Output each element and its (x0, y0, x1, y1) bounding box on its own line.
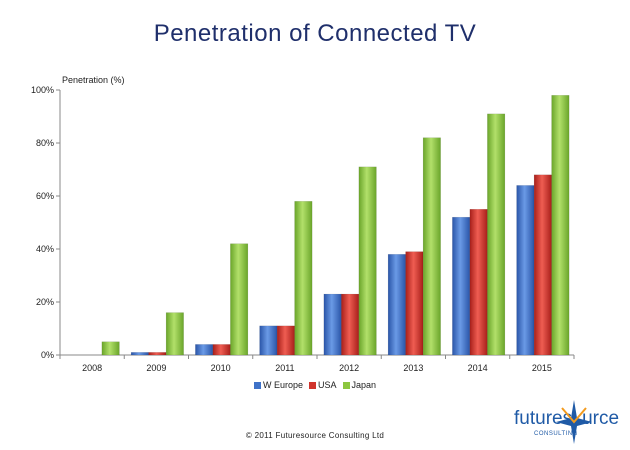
legend: W Europe USA Japan (0, 380, 630, 390)
bar-japan-2009 (165, 312, 184, 356)
bar-japan-2013 (422, 137, 441, 356)
bars (101, 95, 570, 356)
bar-japan-2015 (551, 95, 570, 356)
bar-usa-2009 (148, 352, 167, 356)
x-tick-label: 2010 (211, 363, 231, 373)
legend-label: Japan (351, 380, 377, 390)
bar-usa-2012 (341, 293, 360, 356)
x-tick-label: 2009 (146, 363, 166, 373)
legend-swatch (342, 381, 350, 389)
bar-w-europe-2014 (452, 216, 471, 356)
x-tick-label: 2012 (339, 363, 359, 373)
x-tick-label: 2014 (468, 363, 488, 373)
futuresource-logo: futures urce CONSULTING (514, 400, 624, 444)
logo-subtitle: CONSULTING (534, 431, 578, 437)
y-tick-label: 100% (31, 85, 54, 95)
chart-title: Penetration of Connected TV (153, 20, 477, 47)
legend-label: USA (317, 380, 337, 390)
copyright-text: © 2011 Futuresource Consulting Ltd (245, 431, 385, 440)
bar-usa-2013 (405, 251, 424, 356)
legend-label: W Europe (262, 380, 303, 390)
bar-japan-2014 (487, 113, 506, 356)
legend-item: USA (308, 380, 337, 390)
legend-item: Japan (342, 380, 377, 390)
x-tick-label: 2011 (275, 363, 294, 373)
y-tick-label: 80% (36, 138, 54, 148)
legend-swatch (253, 381, 261, 389)
bar-japan-2011 (294, 201, 313, 356)
bar-w-europe-2011 (259, 325, 278, 356)
x-tick-label: 2013 (403, 363, 423, 373)
star-icon (556, 400, 592, 444)
x-ticks: 2008 2009 2010 2011 2012 2013 2014 2015 (59, 355, 575, 373)
bar-w-europe-2015 (516, 185, 535, 356)
bar-japan-2008 (101, 341, 120, 356)
logo-wordmark: futures urce (514, 408, 620, 429)
bar-usa-2010 (212, 344, 231, 356)
y-tick-label: 0% (41, 350, 54, 360)
bar-usa-2015 (533, 174, 552, 356)
bar-japan-2010 (230, 243, 249, 356)
bar-w-europe-2013 (387, 254, 406, 356)
bar-usa-2011 (276, 325, 295, 356)
y-tick-label: 20% (36, 297, 54, 307)
bar-usa-2014 (469, 209, 488, 356)
y-ticks: 0% 20% 40% 60% 80% 100% (31, 85, 60, 360)
bar-japan-2012 (358, 166, 377, 356)
bar-chart: Penetration (%) 0%20%40%60%80%100% 2008 2… (31, 75, 575, 373)
bar-w-europe-2010 (195, 344, 214, 356)
legend-swatch (308, 381, 316, 389)
y-tick-label: 60% (36, 191, 54, 201)
legend-item: W Europe (253, 380, 303, 390)
y-tick-label: 40% (36, 244, 54, 254)
bar-w-europe-2009 (130, 352, 149, 356)
bar-w-europe-2012 (323, 293, 342, 356)
y-axis-label: Penetration (%) (62, 75, 125, 85)
x-tick-label: 2008 (82, 363, 102, 373)
x-tick-label: 2015 (532, 363, 552, 373)
